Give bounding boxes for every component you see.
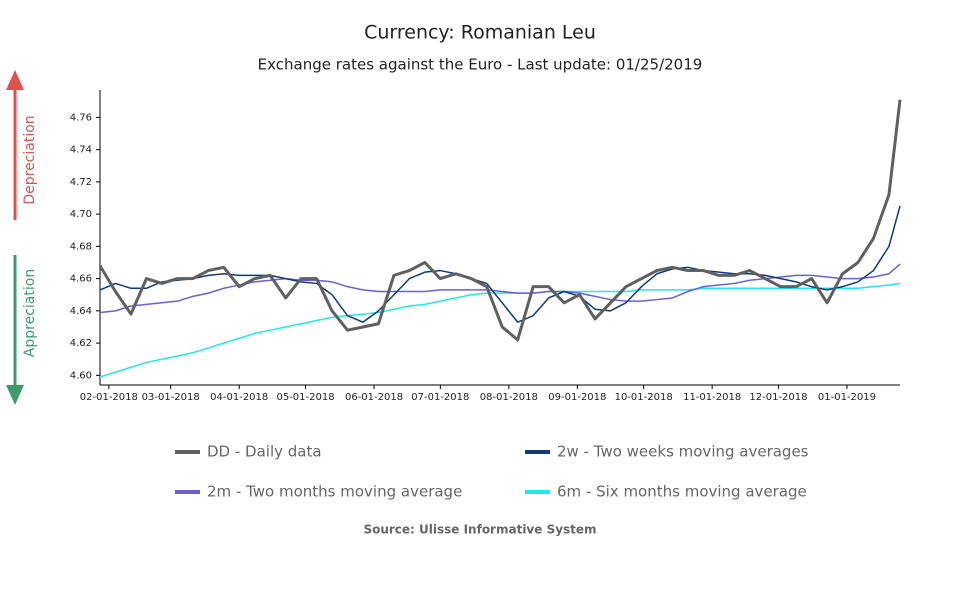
x-tick-label: 09-01-2018 (548, 392, 606, 403)
y-tick-label: 4.74 (70, 145, 92, 156)
annotation-appreciation: Appreciation (22, 269, 38, 357)
x-tick-label: 05-01-2018 (276, 392, 334, 403)
y-tick-label: 4.72 (70, 177, 92, 188)
x-tick-label: 01-01-2019 (818, 392, 876, 403)
x-tick-label: 12-01-2018 (749, 392, 807, 403)
legend-label: 2m - Two months moving average (207, 483, 462, 501)
arrow-down-head (6, 385, 24, 405)
y-tick-label: 4.68 (70, 241, 92, 252)
series-line (99, 263, 901, 314)
y-tick-label: 4.64 (70, 306, 92, 317)
y-tick-label: 4.60 (70, 370, 92, 381)
legend-label: DD - Daily data (207, 443, 322, 461)
x-tick-label: 06-01-2018 (345, 392, 403, 403)
y-tick-label: 4.76 (70, 112, 92, 123)
source: Source: Ulisse Informative System (363, 523, 596, 537)
series-line (99, 205, 901, 323)
y-tick-label: 4.70 (70, 209, 92, 220)
series-line (98, 99, 902, 342)
x-tick-label: 07-01-2018 (411, 392, 469, 403)
series-line (99, 282, 901, 378)
y-tick-label: 4.62 (70, 338, 92, 349)
x-tick-label: 08-01-2018 (480, 392, 538, 403)
legend-label: 6m - Six months moving average (557, 483, 807, 501)
x-tick-label: 10-01-2018 (615, 392, 673, 403)
x-tick-label: 04-01-2018 (210, 392, 268, 403)
chart-title: Currency: Romanian Leu (364, 22, 596, 44)
arrow-up-head (6, 70, 24, 90)
x-tick-label: 03-01-2018 (142, 392, 200, 403)
chart-subtitle: Exchange rates against the Euro - Last u… (258, 56, 703, 74)
annotation-depreciation: Depreciation (22, 115, 38, 204)
legend-label: 2w - Two weeks moving averages (557, 443, 809, 461)
x-tick-label: 02-01-2018 (80, 392, 138, 403)
x-tick-label: 11-01-2018 (683, 392, 741, 403)
y-tick-label: 4.66 (70, 274, 92, 285)
